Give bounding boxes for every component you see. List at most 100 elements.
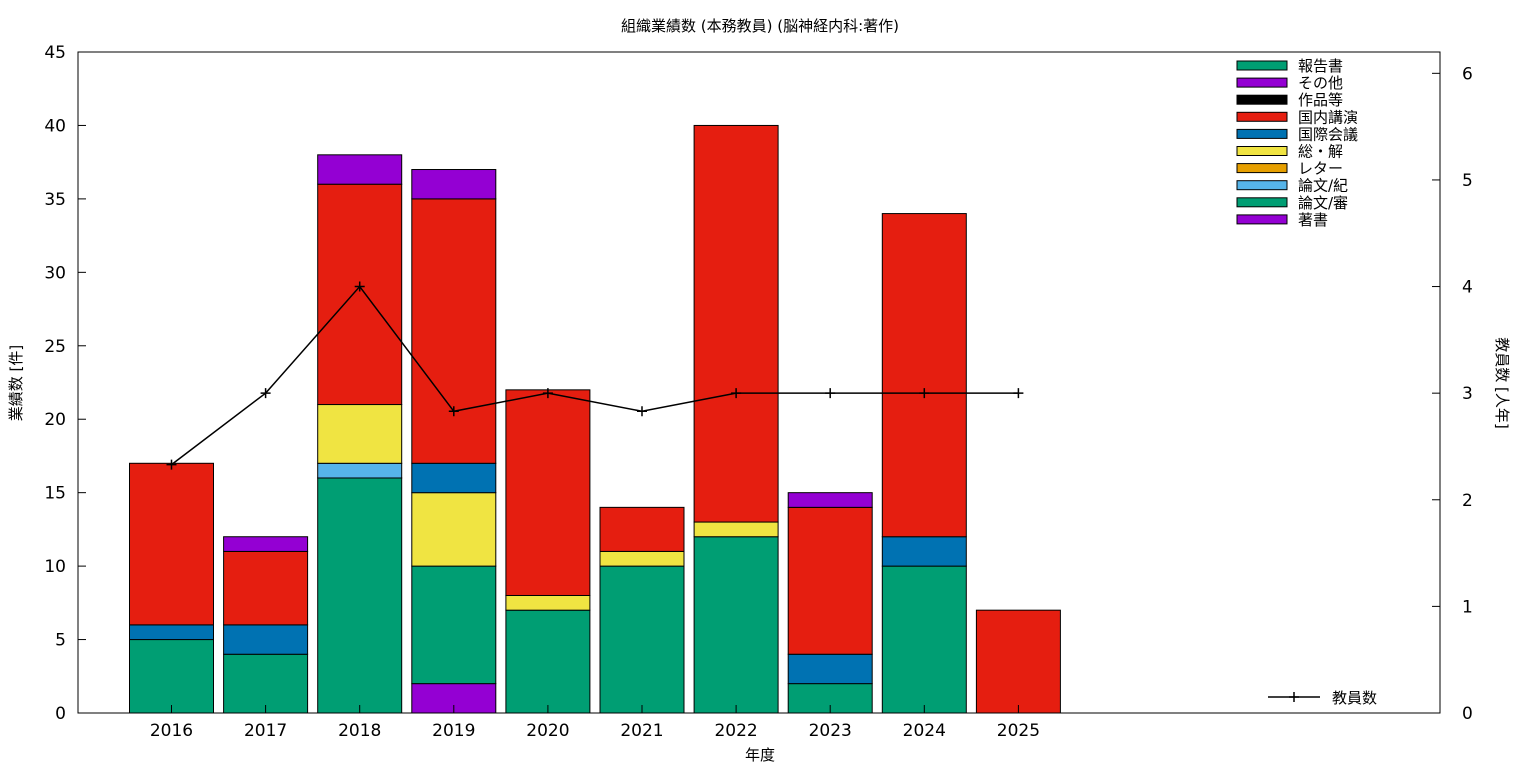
bar-2019-series-4 (411, 492, 497, 567)
x-tick-label-2017: 2017 (244, 721, 287, 741)
bar-2024-series-5 (881, 536, 967, 567)
bar-2018-series-4 (317, 404, 403, 464)
y-tick-label: 35 (44, 190, 66, 210)
bar-2024-series-1 (881, 565, 967, 714)
bar-2018-series-6 (317, 183, 403, 406)
legend-label: レター (1298, 160, 1343, 178)
x-tick-label-2020: 2020 (526, 721, 569, 741)
plot-frame (77, 51, 1441, 714)
legend-label: 論文/紀 (1298, 177, 1348, 195)
legend-label: 論文/審 (1298, 194, 1348, 212)
bar-2017-series-8 (223, 536, 309, 552)
legend-label: その他 (1298, 74, 1343, 92)
line-legend: 教員数 (1268, 689, 1377, 707)
y-tick-label: 30 (44, 263, 66, 283)
y-axis-title: 業績数 [件] (7, 345, 25, 421)
x-tick-label-2018: 2018 (338, 721, 381, 741)
bar-2017-series-6 (223, 550, 309, 626)
x-tick-label-2019: 2019 (432, 721, 475, 741)
y2-axis-title: 教員数 [人年] (1493, 337, 1511, 428)
teacher-count-point-2016 (166, 459, 177, 470)
bar-2020-series-1 (505, 609, 591, 714)
teacher-count-point-2023 (825, 388, 836, 399)
legend-swatch (1236, 128, 1288, 139)
bar-2023-series-6 (787, 506, 873, 655)
y-tick-label: 10 (44, 557, 66, 577)
bar-2016-series-6 (129, 462, 214, 626)
y2-tick-label: 4 (1462, 278, 1473, 298)
legend-swatch (1236, 146, 1288, 156)
bars-layer (129, 124, 1061, 714)
y2-tick-label: 2 (1462, 491, 1473, 511)
teacher-count-point-2018 (354, 281, 365, 292)
line-legend-marker (1289, 692, 1299, 702)
y2-axis: 0 1 2 3 4 5 6 (1432, 64, 1473, 724)
y2-tick-label: 3 (1462, 384, 1473, 404)
legend-label: 国内講演 (1298, 108, 1358, 126)
bar-2021-series-6 (599, 506, 685, 552)
legend-swatch (1236, 197, 1288, 208)
bar-2018-series-8 (317, 154, 403, 185)
y2-tick-label: 0 (1462, 704, 1473, 724)
legend-swatch (1236, 180, 1288, 191)
bar-2023-series-5 (787, 653, 873, 685)
y2-tick-label: 5 (1462, 171, 1473, 191)
teacher-count-point-2025 (1013, 388, 1024, 399)
teacher-count-point-2021 (637, 406, 647, 417)
y-tick-label: 25 (44, 337, 66, 357)
legend-swatch (1236, 60, 1288, 71)
bar-2016-series-1 (129, 639, 214, 714)
bar-2019-series-1 (411, 565, 497, 685)
legend-label: 国際会議 (1298, 125, 1358, 143)
line-layer (166, 281, 1024, 470)
bar-2019-series-8 (411, 169, 497, 200)
bar-2020-series-4 (505, 594, 591, 611)
teacher-count-point-2017 (260, 388, 271, 399)
bar-2017-series-5 (223, 624, 309, 655)
legend-label: 著書 (1298, 211, 1328, 229)
x-axis-title: 年度 (745, 746, 775, 764)
x-tick-label-2021: 2021 (620, 721, 663, 741)
bar-2023-series-8 (787, 492, 873, 508)
bar-2019-series-5 (411, 462, 497, 494)
bar-2020-series-6 (505, 389, 591, 596)
y-tick-label: 15 (44, 484, 66, 504)
y-tick-label: 45 (44, 43, 66, 63)
teacher-count-line (171, 285, 1019, 466)
y-tick-label: 0 (55, 704, 66, 724)
legend-swatch (1236, 111, 1288, 122)
bar-2018-series-2 (317, 462, 403, 479)
y2-tick-label: 6 (1462, 64, 1473, 84)
x-tick-label-2016: 2016 (150, 721, 193, 741)
legend-label: 総・解 (1298, 143, 1343, 161)
y-axis: 0 5 10 15 20 25 30 35 40 45 (44, 43, 86, 724)
bar-2022-series-1 (693, 536, 779, 714)
teacher-count-point-2024 (919, 388, 930, 399)
x-tick-label-2022: 2022 (714, 721, 757, 741)
bar-2024-series-6 (881, 213, 967, 538)
teacher-count-point-2019 (448, 406, 459, 417)
bar-2025-series-6 (975, 609, 1061, 714)
x-tick-label-2025: 2025 (997, 721, 1040, 741)
legend-label: 作品等 (1298, 91, 1343, 109)
chart-title: 組織業績数 (本務教員) (脳神経内科:著作) (621, 17, 899, 35)
bar-2018-series-1 (317, 477, 403, 714)
legend-swatch (1236, 77, 1288, 88)
bar-2021-series-1 (599, 565, 685, 714)
legend-swatch (1236, 94, 1288, 105)
teacher-count-point-2020 (542, 388, 553, 399)
legend-swatch (1236, 214, 1288, 225)
legend-label: 報告書 (1298, 57, 1343, 75)
legend-swatch (1236, 163, 1288, 174)
x-tick-label-2024: 2024 (903, 721, 946, 741)
bar-2016-series-5 (129, 624, 214, 641)
x-tick-label-2023: 2023 (809, 721, 852, 741)
y-tick-label: 40 (44, 116, 66, 136)
bar-2021-series-4 (599, 550, 685, 567)
bar-2022-series-4 (693, 521, 779, 538)
bar-2019-series-6 (411, 198, 497, 464)
y-tick-label: 5 (55, 631, 66, 651)
y-tick-label: 20 (44, 410, 66, 430)
